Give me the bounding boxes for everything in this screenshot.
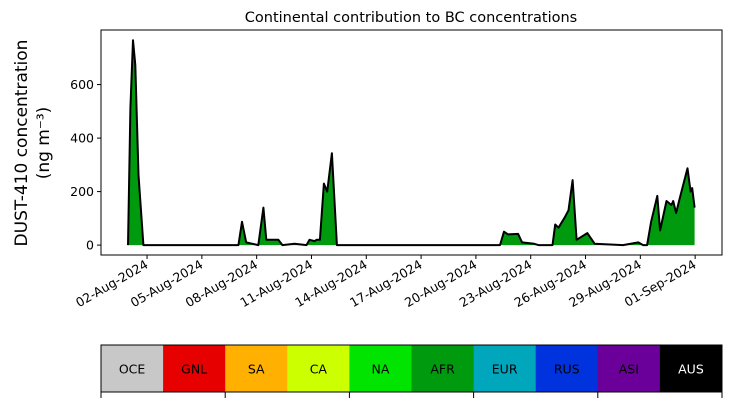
colorbar-swatch-gnl bbox=[163, 345, 226, 392]
y-tick-label: 200 bbox=[70, 184, 94, 199]
colorbar-label-na: NA bbox=[371, 362, 389, 377]
colorbar-swatch-afr bbox=[411, 345, 475, 392]
colorbar-label-sa: SA bbox=[248, 362, 265, 377]
colorbar-swatch-ca bbox=[287, 345, 350, 392]
colorbar-label-asi: ASI bbox=[619, 362, 639, 377]
colorbar-label-ca: CA bbox=[310, 362, 328, 377]
colorbar-label-eur: EUR bbox=[492, 362, 518, 377]
colorbar-label-afr: AFR bbox=[430, 362, 455, 377]
colorbar-swatch-rus bbox=[535, 345, 599, 392]
total-line bbox=[127, 39, 696, 247]
colorbar-label-oce: OCE bbox=[119, 362, 146, 377]
colorbar-label-gnl: GNL bbox=[181, 362, 207, 377]
colorbar-swatch-eur bbox=[473, 345, 537, 392]
y-tick-label: 400 bbox=[70, 131, 94, 146]
chart-title: Continental contribution to BC concentra… bbox=[245, 10, 577, 26]
colorbar-label-aus: AUS bbox=[678, 362, 704, 377]
colorbar-swatch-oce bbox=[101, 345, 164, 392]
y-axis-label-line2: (ng m⁻³) bbox=[34, 107, 54, 180]
plot-frame bbox=[100, 29, 723, 256]
area-afr bbox=[128, 40, 695, 246]
colorbar-label-rus: RUS bbox=[554, 362, 580, 377]
colorbar-frame bbox=[100, 344, 723, 393]
y-axis-label: DUST-410 concentration (ng m⁻³) bbox=[12, 40, 54, 247]
y-tick-label: 0 bbox=[86, 238, 94, 253]
y-axis-label-line1: DUST-410 concentration bbox=[12, 40, 32, 247]
colorbar-swatch-aus bbox=[659, 345, 723, 392]
colorbar-swatch-na bbox=[349, 345, 412, 392]
y-tick-label: 600 bbox=[70, 77, 94, 92]
colorbar-swatch-sa bbox=[225, 345, 288, 392]
colorbar-swatch-asi bbox=[597, 345, 661, 392]
